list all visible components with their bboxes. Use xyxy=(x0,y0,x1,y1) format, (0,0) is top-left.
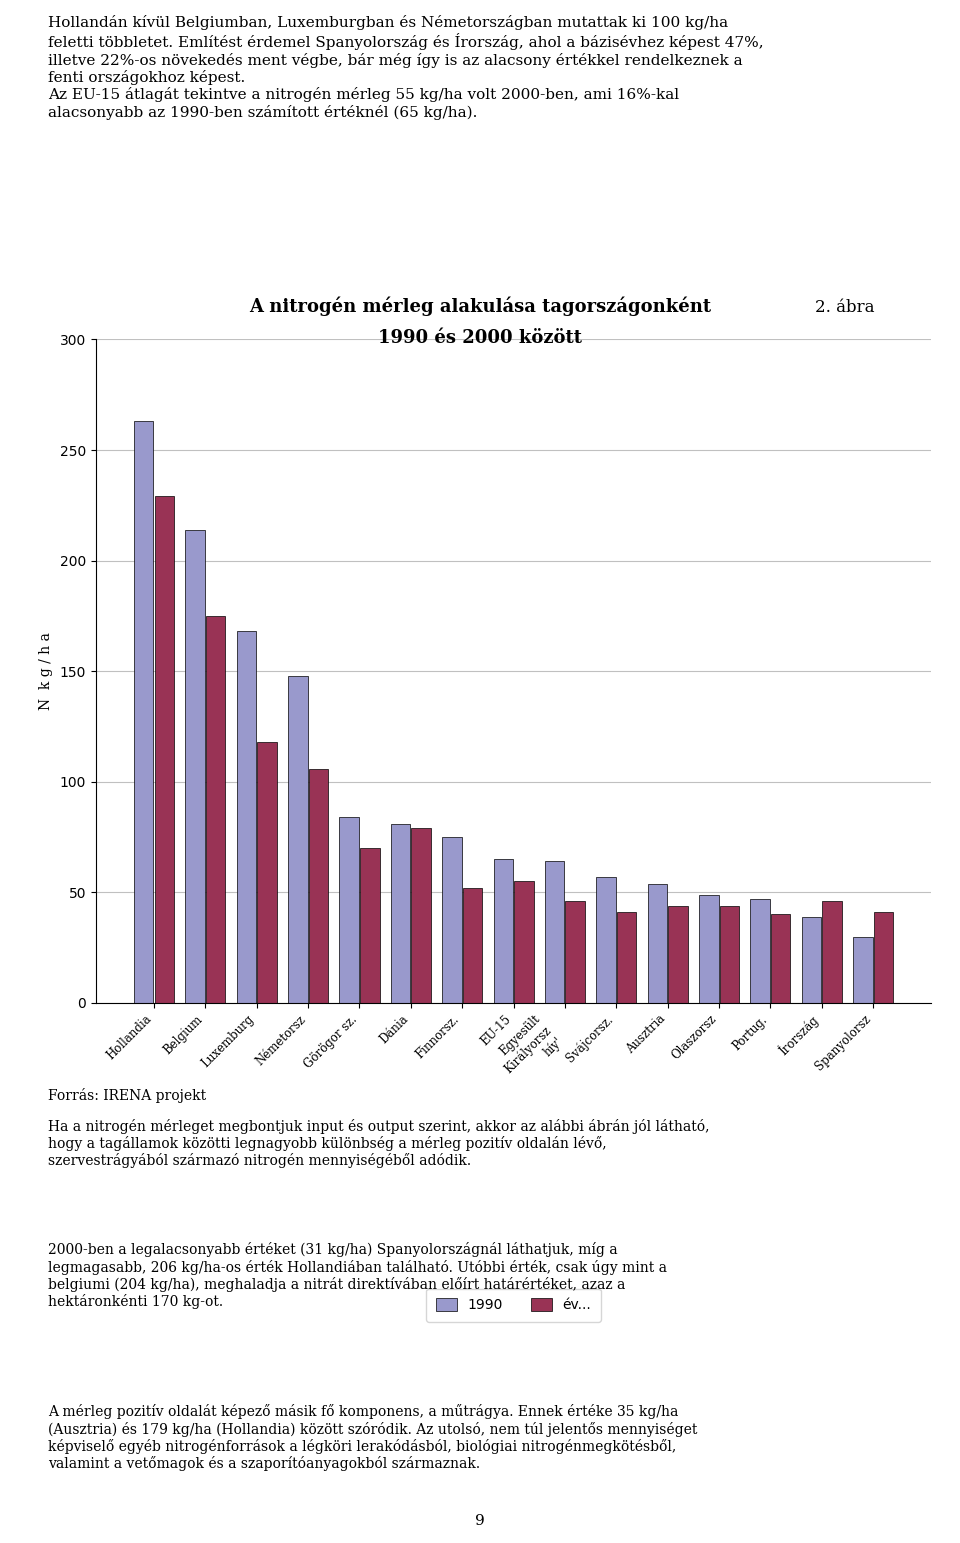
Bar xyxy=(443,836,462,1003)
Text: 1990 és 2000 között: 1990 és 2000 között xyxy=(378,329,582,347)
Bar xyxy=(463,887,482,1003)
Bar xyxy=(853,937,873,1003)
Bar xyxy=(360,849,379,1003)
Y-axis label: N  k g / h a: N k g / h a xyxy=(39,633,53,710)
Bar xyxy=(699,895,719,1003)
Bar xyxy=(412,829,431,1003)
Bar xyxy=(617,912,636,1003)
Bar xyxy=(648,884,667,1003)
Bar xyxy=(155,497,174,1003)
Legend: 1990, év...: 1990, év... xyxy=(426,1288,601,1322)
Bar xyxy=(874,912,893,1003)
Bar xyxy=(545,861,564,1003)
Bar xyxy=(668,906,687,1003)
Bar xyxy=(771,915,790,1003)
Bar xyxy=(288,676,307,1003)
Text: A mérleg pozitív oldalát képező másik fő komponens, a műtrágya. Ennek értéke 35 : A mérleg pozitív oldalát képező másik fő… xyxy=(48,1404,697,1472)
Bar xyxy=(751,900,770,1003)
Text: Hollandán kívül Belgiumban, Luxemburgban és Németországban mutattak ki 100 kg/ha: Hollandán kívül Belgiumban, Luxemburgban… xyxy=(48,15,763,120)
Text: Ha a nitrogén mérleget megbontjuk input és output szerint, akkor az alábbi ábrán: Ha a nitrogén mérleget megbontjuk input … xyxy=(48,1119,709,1168)
Bar xyxy=(515,881,534,1003)
Bar xyxy=(205,616,226,1003)
Bar xyxy=(823,901,842,1003)
Bar xyxy=(237,631,256,1003)
Text: Forrás: IRENA projekt: Forrás: IRENA projekt xyxy=(48,1088,206,1103)
Bar xyxy=(720,906,739,1003)
Bar xyxy=(257,742,276,1003)
Bar xyxy=(493,859,513,1003)
Bar xyxy=(134,421,154,1003)
Bar xyxy=(185,529,204,1003)
Bar xyxy=(340,818,359,1003)
Text: A nitrogén mérleg alakulása tagországonként: A nitrogén mérleg alakulása tagországonk… xyxy=(249,296,711,316)
Bar xyxy=(596,876,615,1003)
Text: 9: 9 xyxy=(475,1514,485,1528)
Bar xyxy=(308,768,328,1003)
Text: 2. ábra: 2. ábra xyxy=(815,299,875,316)
Bar xyxy=(391,824,410,1003)
Bar xyxy=(802,917,822,1003)
Text: 2000-ben a legalacsonyabb értéket (31 kg/ha) Spanyolországnál láthatjuk, míg a
l: 2000-ben a legalacsonyabb értéket (31 kg… xyxy=(48,1242,667,1310)
Bar xyxy=(565,901,585,1003)
